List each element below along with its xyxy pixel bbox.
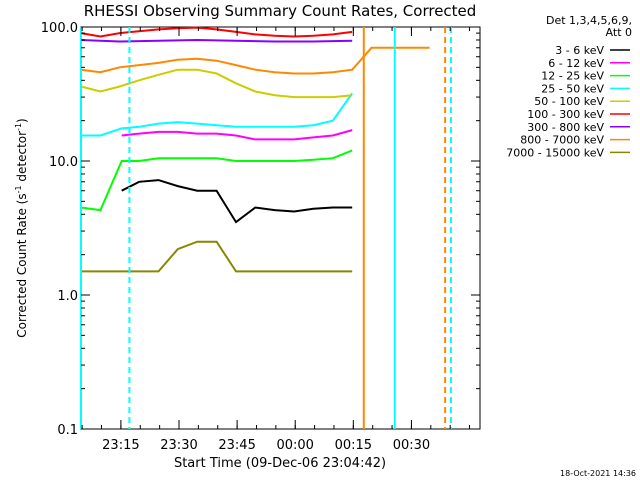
y-axis-label: Corrected Count Rate (s-1 detector-1) bbox=[14, 118, 29, 337]
plot-area bbox=[80, 26, 481, 430]
legend-label-6: 100 - 300 keV bbox=[527, 108, 604, 121]
y-tick-label-3: 10.0 bbox=[49, 155, 78, 170]
chart-title: RHESSI Observing Summary Count Rates, Co… bbox=[84, 2, 477, 20]
series-layer bbox=[80, 26, 430, 273]
legend-label-8: 800 - 7000 keV bbox=[520, 134, 604, 147]
y-axis-label-mid: detector bbox=[15, 131, 29, 186]
series-line-5 bbox=[80, 68, 353, 99]
x-tick-label-2: 23:30 bbox=[160, 438, 197, 453]
marker-layer bbox=[80, 27, 452, 429]
y-axis-label-sup1: -1 bbox=[14, 185, 23, 193]
series-line-8 bbox=[80, 46, 430, 75]
x-tick-label-5: 00:15 bbox=[335, 438, 372, 453]
legend-label-5: 50 - 100 keV bbox=[534, 95, 604, 108]
legend-label-3: 12 - 25 keV bbox=[541, 70, 604, 83]
series-line-4 bbox=[81, 92, 354, 137]
y-tick-label-1: 0.1 bbox=[57, 423, 78, 438]
x-tick-label-4: 00:00 bbox=[276, 438, 313, 453]
legend-label-7: 300 - 800 keV bbox=[527, 121, 604, 134]
x-tick-label-6: 00:30 bbox=[393, 438, 430, 453]
legend-header-line-1: Det 1,3,4,5,6,9, bbox=[546, 14, 632, 27]
x-tick-label-1: 23:15 bbox=[102, 438, 139, 453]
y-axis-label-main: Corrected Count Rate (s bbox=[15, 193, 29, 337]
y-axis-label-sup2: -1 bbox=[14, 123, 23, 131]
series-line-7 bbox=[80, 38, 353, 43]
series-line-1 bbox=[121, 179, 353, 224]
x-tick-label-3: 23:45 bbox=[218, 438, 255, 453]
footer-timestamp: 18-Oct-2021 14:36 bbox=[560, 469, 636, 478]
series-line-6 bbox=[80, 26, 353, 38]
legend-label-1: 3 - 6 keV bbox=[555, 44, 604, 57]
x-axis-label: Start Time (09-Dec-06 23:04:42) bbox=[174, 456, 386, 471]
y-tick-label-4: 100.0 bbox=[41, 21, 78, 36]
legend-header-line-2: Att 0 bbox=[606, 26, 632, 39]
legend-label-4: 25 - 50 keV bbox=[541, 82, 604, 95]
y-axis-label-end: ) bbox=[15, 118, 29, 123]
x-axis: 23:15 23:30 23:45 00:00 00:15 00:30 bbox=[81, 27, 471, 453]
y-axis: 0.1 1.0 10.0 100.0 bbox=[41, 21, 480, 438]
series-line-9 bbox=[81, 240, 353, 273]
legend-label-9: 7000 - 15000 keV bbox=[506, 146, 604, 159]
y-tick-label-2: 1.0 bbox=[57, 289, 78, 304]
plot-frame bbox=[80, 26, 481, 430]
legend-label-2: 6 - 12 keV bbox=[548, 57, 604, 70]
series-line-3 bbox=[80, 149, 353, 212]
series-line-2 bbox=[121, 129, 353, 141]
